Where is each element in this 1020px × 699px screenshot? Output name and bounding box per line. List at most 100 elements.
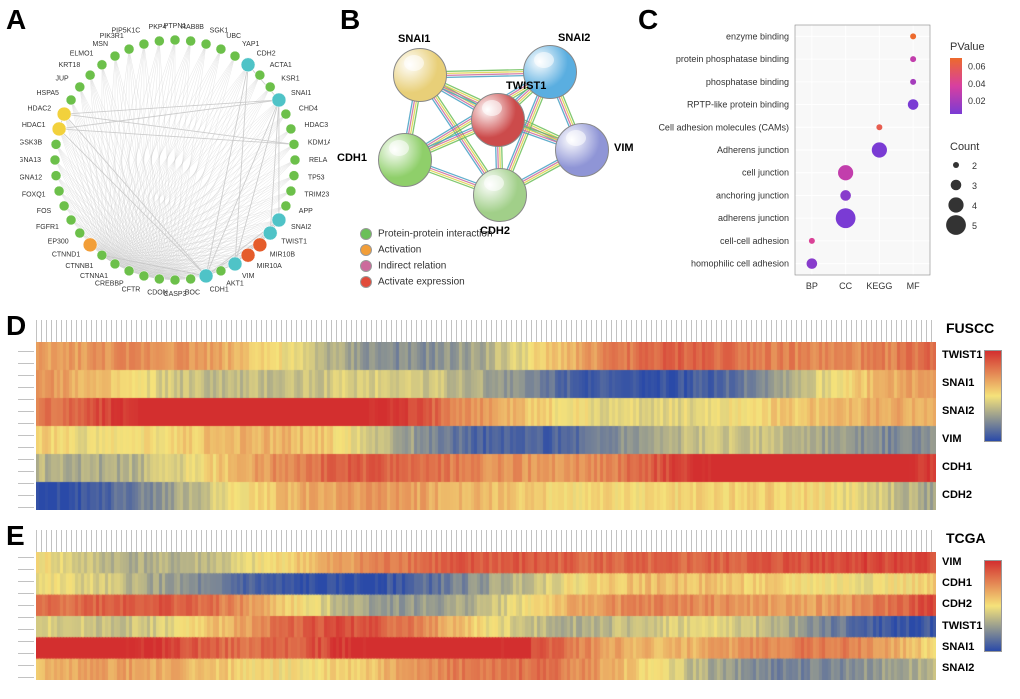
network-node — [289, 171, 299, 181]
legend-count-label: 3 — [972, 181, 977, 191]
network-node — [263, 226, 277, 240]
panel-b-legend-row: Indirect relation — [360, 260, 446, 272]
network-node — [75, 82, 85, 92]
network-node-label: MIR10A — [257, 263, 283, 270]
network-node-label: BOC — [185, 290, 200, 297]
network-node-label: CDH1 — [210, 286, 229, 293]
network-node — [186, 36, 196, 46]
cluster-node-label: TWIST1 — [506, 80, 546, 92]
dendrogram-left — [18, 554, 34, 678]
network-node-label: CDH2 — [257, 51, 276, 58]
panel-label-e: E — [6, 520, 25, 552]
network-node — [170, 35, 180, 45]
dotplot-point — [840, 190, 851, 201]
network-node-label: RELA — [309, 157, 328, 164]
heatmap-fuscc: TWIST1SNAI1SNAI2VIMCDH1CDH2FUSCC — [36, 320, 1006, 510]
cluster-node-label: CDH1 — [337, 152, 367, 164]
network-node — [110, 259, 120, 269]
cluster-node: TWIST1 — [471, 93, 525, 147]
legend-count-dot — [946, 215, 966, 235]
network-node — [272, 213, 286, 227]
dotplot-point — [872, 142, 887, 157]
network-node-label: SNAI1 — [291, 90, 311, 97]
heatmap-tcga: VIMCDH1CDH2TWIST1SNAI1SNAI2TCGA — [36, 530, 1006, 680]
dotplot-point — [807, 258, 818, 269]
heatmap-row-label: VIM — [942, 433, 962, 445]
legend-pvalue-tick: 0.04 — [968, 79, 986, 89]
network-node — [139, 271, 149, 281]
network-node — [124, 266, 134, 276]
network-node — [265, 82, 275, 92]
heatmap-row-label: SNAI2 — [942, 662, 974, 674]
legend-title-pvalue: PValue — [950, 41, 985, 53]
network-node — [50, 155, 60, 165]
network-node — [110, 51, 120, 61]
network-node — [66, 215, 76, 225]
network-node-label: FOXQ1 — [22, 192, 46, 199]
dotplot-y-label: adherens junction — [718, 213, 789, 223]
dotplot-y-label: phosphatase binding — [706, 77, 789, 87]
network-node — [199, 269, 213, 283]
network-node-label: GNA12 — [20, 174, 42, 181]
network-node-label: CTNNA1 — [80, 273, 108, 280]
network-node — [286, 124, 296, 134]
heatmap-row-label: CDH2 — [942, 489, 972, 501]
heatmap-row-label: TWIST1 — [942, 620, 982, 632]
network-node — [124, 44, 134, 54]
dotplot-y-label: homophilic cell adhesion — [691, 259, 789, 269]
legend-pvalue-tick: 0.02 — [968, 96, 986, 106]
dotplot-x-label: BP — [806, 281, 818, 291]
heatmap-row-label: SNAI1 — [942, 377, 974, 389]
network-node — [228, 257, 242, 271]
network-node — [54, 186, 64, 196]
network-node-label: KSR1 — [281, 75, 299, 82]
network-node-label: SNAI2 — [291, 224, 311, 231]
cluster-node: CDH2 — [473, 168, 527, 222]
dendrogram-top — [36, 320, 936, 342]
network-node-label: UBC — [226, 33, 241, 40]
network-node-label: JUP — [55, 75, 69, 82]
dotplot-y-label: enzyme binding — [726, 31, 789, 41]
network-node — [286, 186, 296, 196]
panel-b-cluster: SNAI1SNAI2TWIST1VIMCDH2CDH1 — [350, 20, 630, 320]
dotplot-x-label: CC — [839, 281, 852, 291]
network-node — [85, 70, 95, 80]
network-node — [186, 274, 196, 284]
heatmap-legend — [984, 560, 1002, 652]
network-node-label: MIR10B — [270, 252, 296, 259]
network-node — [52, 122, 66, 136]
network-node — [139, 39, 149, 49]
cluster-node-label: SNAI2 — [558, 32, 590, 44]
network-node-label: APP — [299, 208, 313, 215]
network-node-label: KRT18 — [59, 62, 81, 69]
network-node-label: GNA13 — [20, 157, 41, 164]
panel-b-legend-row: Activate expression — [360, 276, 465, 288]
network-node — [281, 201, 291, 211]
network-node-label: HDAC1 — [22, 122, 46, 129]
network-node — [272, 93, 286, 107]
panel-c-dotplot: BP CC KEGG MF homophilic cell adhesion cell-c… — [640, 10, 1010, 310]
dotplot-y-label: cell-cell adhesion — [720, 236, 789, 246]
dotplot-point — [838, 165, 853, 180]
network-node — [253, 238, 267, 252]
dendrogram-left — [18, 344, 34, 508]
network-node-label: YAP1 — [242, 41, 259, 48]
heatmap-row-label: VIM — [942, 556, 962, 568]
dotplot-x-label: MF — [907, 281, 920, 291]
network-node-label: HSPA5 — [37, 90, 60, 97]
cluster-node-label: SNAI1 — [398, 33, 430, 45]
legend-count-label: 5 — [972, 221, 977, 231]
heatmap-row-label: CDH1 — [942, 461, 972, 473]
dotplot-x-label: KEGG — [866, 281, 892, 291]
network-node-label: AKT1 — [226, 281, 244, 288]
network-node — [289, 139, 299, 149]
network-node-label: ELMO1 — [70, 51, 94, 58]
network-node — [83, 238, 97, 252]
network-node-label: ACTA1 — [270, 62, 292, 69]
dotplot-point — [836, 208, 856, 228]
legend-count-dot — [948, 197, 963, 212]
dotplot-point — [910, 79, 916, 85]
network-node — [154, 36, 164, 46]
network-node-label: FOS — [37, 208, 52, 215]
network-node — [97, 250, 107, 260]
